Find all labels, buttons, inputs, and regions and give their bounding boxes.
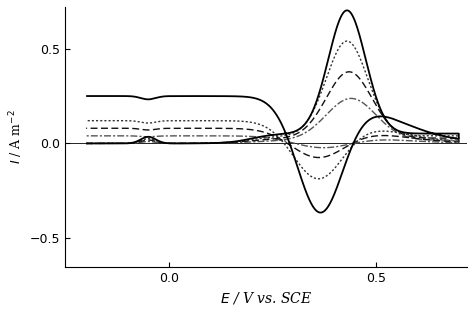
X-axis label: $E$ / V vs. SCE: $E$ / V vs. SCE bbox=[220, 290, 312, 306]
Y-axis label: $I$ / A m$^{-2}$: $I$ / A m$^{-2}$ bbox=[7, 110, 25, 164]
